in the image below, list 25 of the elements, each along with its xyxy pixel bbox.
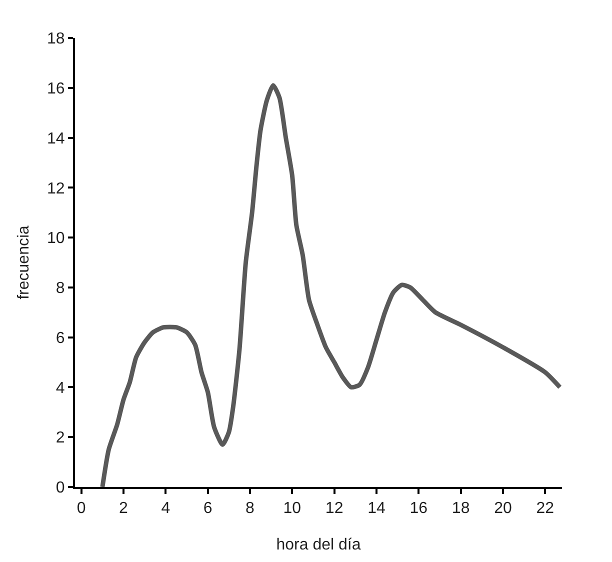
x-tick-label: 14 [368,500,386,518]
x-tick-label: 8 [246,500,255,518]
x-tick-label: 12 [325,500,344,518]
x-tick-label: 22 [536,500,554,518]
x-axis-title: hora del día [276,536,361,554]
y-tick-label: 12 [47,180,65,198]
x-tick-label: 0 [76,500,86,518]
y-tick-label: 18 [47,30,65,48]
y-tick-label: 0 [56,480,65,497]
x-tick-label: 2 [119,500,128,518]
x-tick-label: 20 [494,500,512,518]
y-tick-label: 16 [47,80,65,98]
y-tick-label: 14 [47,130,65,148]
x-tick-label: 6 [203,500,212,518]
x-tick-label: 18 [452,500,470,518]
y-tick-label: 2 [56,430,65,447]
y-tick-label: 10 [47,230,65,248]
x-tick-label: 16 [410,500,428,518]
x-tick-label: 4 [161,500,170,518]
y-axis-title: frecuencia [15,225,32,300]
y-tick-label: 6 [56,330,65,347]
x-tick-label: 10 [283,500,302,518]
y-tick-label: 8 [56,280,65,298]
line-series [100,83,562,487]
y-tick-label: 4 [56,380,65,397]
